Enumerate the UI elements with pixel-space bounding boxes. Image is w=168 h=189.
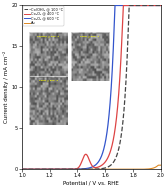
Y-axis label: Current density / mA cm⁻²: Current density / mA cm⁻² xyxy=(4,51,9,123)
X-axis label: Potential / V vs. RHE: Potential / V vs. RHE xyxy=(64,180,119,186)
Legend: Co(OH)₂ @ 100 °C, Co₃O₄ @ 400 °C, Co₃O₄ @ 600 °C, Au: Co(OH)₂ @ 100 °C, Co₃O₄ @ 400 °C, Co₃O₄ … xyxy=(23,6,64,26)
